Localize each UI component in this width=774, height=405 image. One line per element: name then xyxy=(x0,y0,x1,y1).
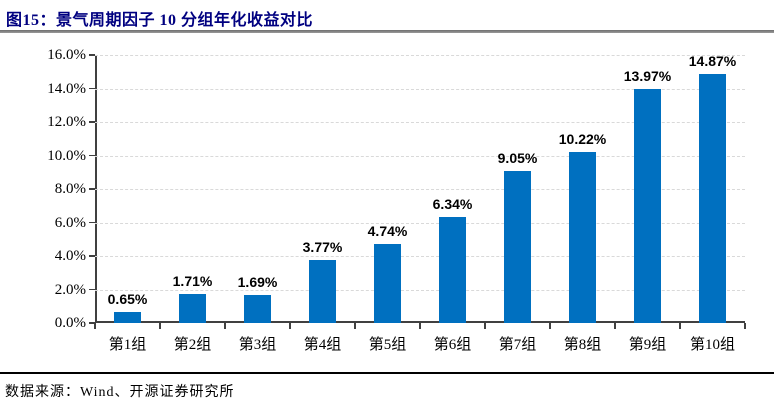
bar xyxy=(504,171,531,323)
bar xyxy=(634,89,661,323)
gridline xyxy=(95,122,745,123)
bar xyxy=(569,151,596,323)
bar xyxy=(374,243,401,323)
x-axis-tick-mark xyxy=(354,323,356,329)
y-axis-tick-label: 6.0% xyxy=(54,214,86,231)
bar-value-label: 13.97% xyxy=(623,68,672,84)
x-axis-tick-mark xyxy=(289,323,291,329)
x-axis-tick-mark xyxy=(94,323,96,329)
gridline xyxy=(95,88,745,90)
y-axis-tick-label: 2.0% xyxy=(54,281,86,298)
x-axis-tick-mark xyxy=(679,323,681,329)
y-axis-tick-mark xyxy=(89,221,95,223)
y-axis-tick-mark xyxy=(89,288,95,290)
x-axis-tick-mark xyxy=(159,323,161,329)
x-axis-tick-mark xyxy=(419,323,421,329)
bar-value-label: 3.77% xyxy=(302,238,343,255)
chart-title: 图15：景气周期因子 10 分组年化收益对比 xyxy=(6,12,314,29)
bar-value-label: 4.74% xyxy=(367,222,408,239)
x-axis-category-label: 第2组 xyxy=(173,337,212,353)
bar xyxy=(699,73,726,323)
x-axis-category-label: 第9组 xyxy=(628,337,667,353)
y-axis-tick-label: 4.0% xyxy=(54,248,86,264)
bar-value-label: 9.05% xyxy=(497,150,538,167)
x-axis-category-label: 第6组 xyxy=(433,337,472,353)
y-axis-tick-mark xyxy=(89,87,95,89)
y-axis-tick-mark xyxy=(89,154,95,156)
bar-value-label: 14.87% xyxy=(688,52,737,69)
data-source-caption: 数据来源：Wind、开源证券研究所 xyxy=(5,385,235,400)
gridline xyxy=(95,155,745,157)
x-axis-category-label: 第7组 xyxy=(498,337,537,353)
bar xyxy=(114,312,141,323)
x-axis-tick-mark xyxy=(484,323,486,329)
y-axis-tick-label: 16.0% xyxy=(47,47,86,63)
x-axis-tick-mark xyxy=(744,323,746,329)
x-axis-category-label: 第1组 xyxy=(108,337,147,353)
gridline xyxy=(95,222,745,224)
y-axis-tick-mark xyxy=(89,54,95,56)
gridline xyxy=(95,189,745,190)
y-axis-tick-label: 12.0% xyxy=(47,114,86,130)
y-axis-tick-mark xyxy=(89,322,95,324)
bar-value-label: 1.71% xyxy=(172,273,213,290)
x-axis-category-label: 第3组 xyxy=(238,337,277,353)
bar-value-label: 10.22% xyxy=(558,130,607,147)
gridline xyxy=(95,289,745,291)
y-axis-tick-label: 10.0% xyxy=(47,147,86,164)
x-axis-tick-mark xyxy=(549,323,551,329)
gridline xyxy=(95,55,745,56)
bar xyxy=(309,259,336,323)
y-axis-tick-label: 8.0% xyxy=(54,181,86,197)
bar-value-label: 6.34% xyxy=(432,195,473,212)
bar xyxy=(179,294,206,323)
y-axis-tick-mark xyxy=(89,121,95,123)
x-axis-category-label: 第4组 xyxy=(303,337,342,353)
x-axis-category-label: 第10组 xyxy=(689,337,735,353)
y-axis-tick-label: 14.0% xyxy=(47,80,86,97)
bar-value-label: 0.65% xyxy=(107,291,148,308)
footer-divider xyxy=(0,372,774,374)
x-axis-category-label: 第8组 xyxy=(563,337,602,353)
y-axis-tick-label: 0.0% xyxy=(54,315,86,331)
gridline xyxy=(95,256,745,257)
y-axis-tick-mark xyxy=(89,255,95,257)
y-axis-tick-mark xyxy=(89,188,95,190)
bar-value-label: 1.69% xyxy=(237,273,278,290)
x-axis-category-label: 第5组 xyxy=(368,337,407,353)
x-axis-tick-mark xyxy=(614,323,616,329)
header-divider xyxy=(0,30,774,33)
bar xyxy=(439,216,466,323)
bar xyxy=(244,294,271,323)
x-axis-tick-mark xyxy=(224,323,226,329)
